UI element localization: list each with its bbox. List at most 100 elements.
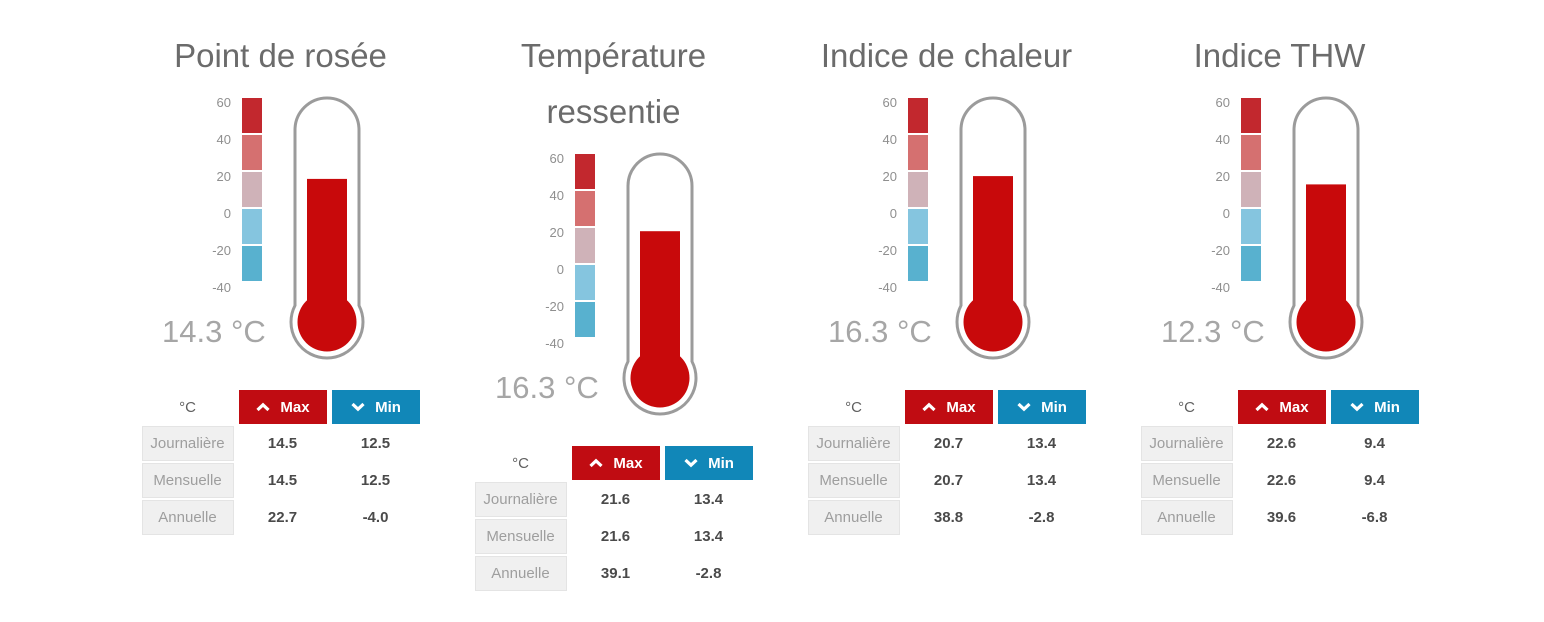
scale-block-warm [242,135,262,170]
unit-header: °C [845,398,862,416]
min-button[interactable]: Min [331,390,420,424]
gauge-panel: Indice de chaleur 60 40 20 0 -20 -40 [780,28,1113,591]
thermometer-gauge: 60 40 20 0 -20 -40 14.3 °C [114,95,447,362]
chevron-down-icon [1017,402,1031,412]
monthly-max-value: 22.6 [1266,472,1297,489]
tick-label: -40 [212,280,231,295]
temperature-color-scale [575,154,595,337]
annual-max-value: 39.1 [600,565,631,582]
row-label-daily: Journalière [807,426,900,461]
max-button[interactable]: Max [238,390,327,424]
current-reading: 16.3 °C [495,370,599,405]
row-label-annual: Annuelle [807,500,900,535]
max-button-label: Max [946,398,976,416]
stats-table: °C Max Min Journalière 20.7 13.4 Mensuel… [807,390,1086,535]
thermometer-column-fill [640,231,680,378]
tick-label: 20 [1215,169,1230,184]
min-button-label: Min [375,398,401,416]
monthly-min-value: 9.4 [1364,472,1385,489]
thermometer-gauge: 60 40 20 0 -20 -40 12.3 °C [1113,95,1446,362]
scale-tick-labels: 60 40 20 0 -20 -40 [861,95,897,295]
tick-label: 40 [216,132,231,147]
temperature-color-scale [1241,98,1261,281]
scale-block-mild [908,172,928,207]
row-label-annual: Annuelle [1140,500,1233,535]
row-label-monthly: Mensuelle [807,463,900,498]
min-button[interactable]: Min [1330,390,1419,424]
row-label-annual: Annuelle [474,556,567,591]
chevron-up-icon [922,402,937,412]
annual-min-value: -4.0 [362,509,389,526]
thermometer-gauge: 60 40 20 0 -20 -40 16.3 °C [780,95,1113,362]
scale-block-cool [242,209,262,244]
tick-label: -40 [878,280,897,295]
tick-label: 0 [223,206,231,221]
thermometer-icon [289,96,365,360]
row-label-daily: Journalière [141,426,234,461]
unit-header: °C [512,454,529,472]
panels-row: Point de rosée 60 40 20 0 -20 -40 [114,28,1446,591]
tick-label: -20 [878,243,897,258]
scale-block-hot [242,98,262,133]
tick-label: 40 [549,188,564,203]
daily-min-value: 9.4 [1364,435,1385,452]
tick-label: 40 [882,132,897,147]
chevron-up-icon [589,458,604,468]
daily-min-value: 13.4 [1026,435,1057,452]
chevron-down-icon [1350,402,1364,412]
max-button-label: Max [280,398,310,416]
scale-block-hot [1241,98,1261,133]
row-label-daily: Journalière [1140,426,1233,461]
tick-label: 0 [556,262,564,277]
tick-label: 0 [1222,206,1230,221]
gauge-title: Indice de chaleur [820,37,1073,74]
scale-block-hot [575,154,595,189]
scale-block-cold [908,246,928,281]
monthly-max-value: 14.5 [267,472,298,489]
gauge-title: Indice THW [1193,37,1366,74]
row-label-daily: Journalière [474,482,567,517]
scale-block-mild [1241,172,1261,207]
monthly-max-value: 21.6 [600,528,631,545]
monthly-min-value: 12.5 [360,472,391,489]
daily-max-value: 21.6 [600,491,631,508]
annual-min-value: -2.8 [695,565,722,582]
gauge-panel: Point de rosée 60 40 20 0 -20 -40 [114,28,447,591]
stats-table: °C Max Min Journalière 14.5 12.5 Mensuel… [141,390,420,535]
scale-block-warm [575,191,595,226]
tick-label: -20 [212,243,231,258]
gauge-title: Température ressentie [520,37,707,130]
tick-label: 60 [882,95,897,110]
tick-label: 20 [216,169,231,184]
max-button[interactable]: Max [1237,390,1326,424]
min-button[interactable]: Min [664,446,753,480]
row-label-monthly: Mensuelle [141,463,234,498]
min-button-label: Min [1041,398,1067,416]
scale-tick-labels: 60 40 20 0 -20 -40 [1194,95,1230,295]
min-button-label: Min [1374,398,1400,416]
thermometer-icon [1288,96,1364,360]
gauge-panel: Température ressentie 60 40 20 0 -20 -40 [447,28,780,591]
thermometer-column-fill [1306,184,1346,322]
thermometer-gauge: 60 40 20 0 -20 -40 16.3 °C [447,151,780,418]
thermometer-icon [955,96,1031,360]
max-button[interactable]: Max [571,446,660,480]
chevron-down-icon [684,458,698,468]
max-button[interactable]: Max [904,390,993,424]
annual-max-value: 22.7 [267,509,298,526]
row-label-monthly: Mensuelle [474,519,567,554]
thermometer-column-fill [973,176,1013,322]
row-label-monthly: Mensuelle [1140,463,1233,498]
tick-label: -40 [1211,280,1230,295]
scale-block-warm [1241,135,1261,170]
min-button[interactable]: Min [997,390,1086,424]
tick-label: 0 [889,206,897,221]
max-button-label: Max [613,454,643,472]
unit-header: °C [179,398,196,416]
monthly-max-value: 20.7 [933,472,964,489]
thermometer-column-fill [307,178,347,322]
min-button-label: Min [708,454,734,472]
scale-block-cool [575,265,595,300]
scale-block-warm [908,135,928,170]
gauge-panel: Indice THW 60 40 20 0 -20 -40 [1113,28,1446,591]
